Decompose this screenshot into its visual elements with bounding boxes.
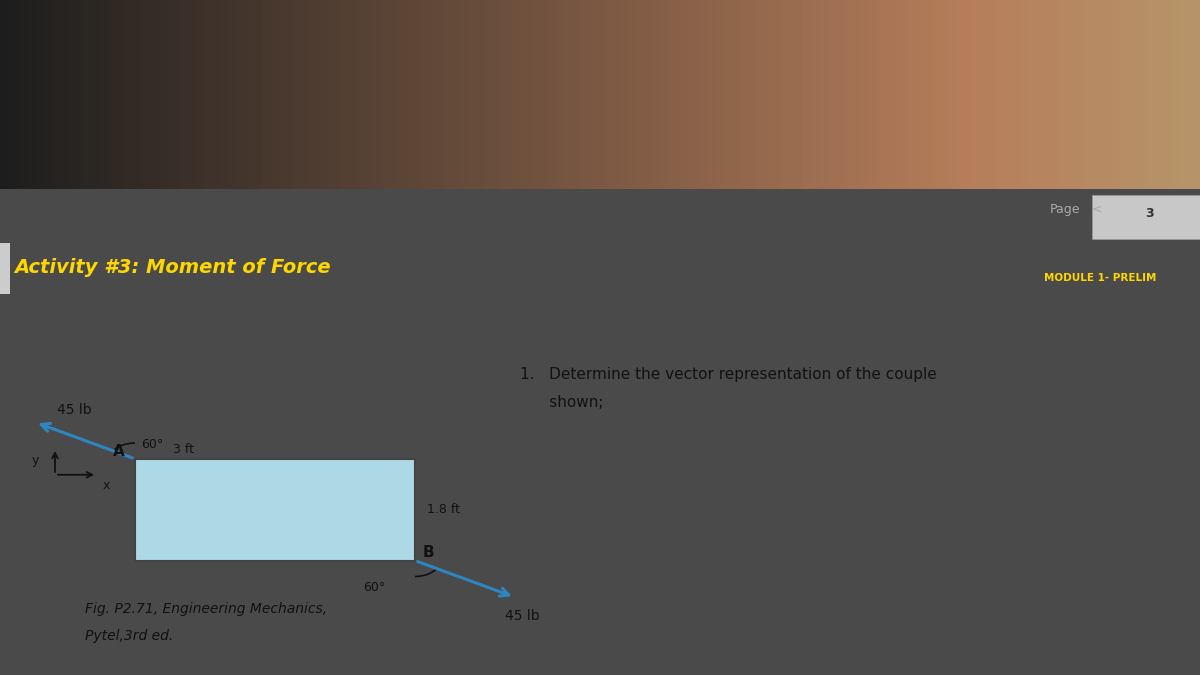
Text: 3 ft: 3 ft xyxy=(173,443,194,456)
Text: Fig. P2.71, Engineering Mechanics,: Fig. P2.71, Engineering Mechanics, xyxy=(85,602,328,616)
Text: 60°: 60° xyxy=(142,438,163,452)
Text: MODULE 1- PRELIM: MODULE 1- PRELIM xyxy=(1044,273,1157,284)
Text: 1.   Determine the vector representation of the couple: 1. Determine the vector representation o… xyxy=(520,367,937,382)
FancyBboxPatch shape xyxy=(1092,195,1200,239)
Text: 45 lb: 45 lb xyxy=(58,403,92,417)
Text: A: A xyxy=(113,444,125,460)
Text: Activity #3: Moment of Force: Activity #3: Moment of Force xyxy=(14,258,331,277)
Text: B: B xyxy=(424,545,434,560)
Text: 60°: 60° xyxy=(364,581,385,594)
Text: Pytel,3rd ed.: Pytel,3rd ed. xyxy=(85,629,173,643)
Bar xyxy=(134,459,415,560)
Text: y: y xyxy=(31,454,38,466)
Text: 3: 3 xyxy=(1145,207,1153,219)
Text: Page: Page xyxy=(1050,202,1080,215)
Text: x: x xyxy=(103,479,110,491)
Text: shown;: shown; xyxy=(520,396,604,410)
Text: 1.8 ft: 1.8 ft xyxy=(427,504,460,516)
Text: 45 lb: 45 lb xyxy=(504,609,539,622)
Text: <: < xyxy=(1092,202,1103,215)
Bar xyxy=(0,243,10,294)
